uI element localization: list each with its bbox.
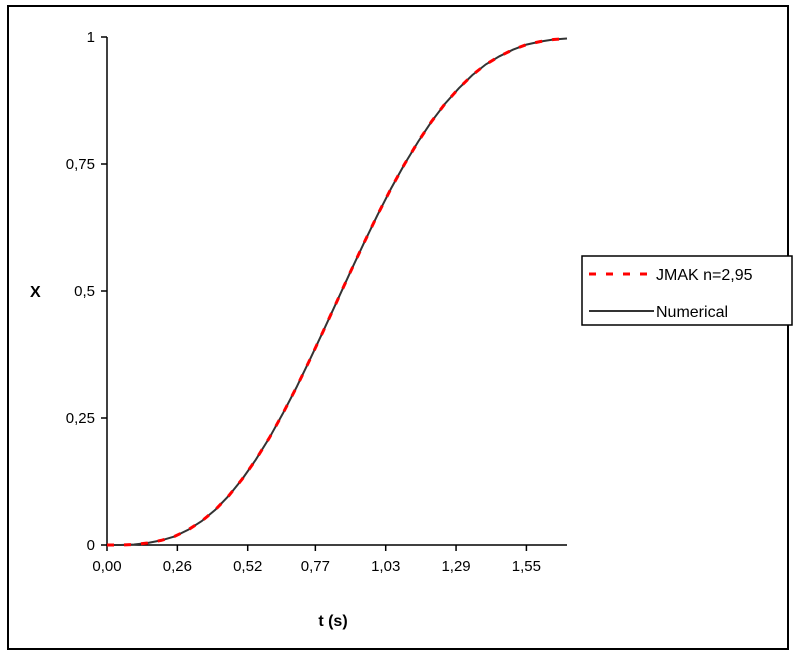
y-tick-label: 0,25 [66,410,95,427]
x-tick-label: 0,00 [92,558,121,575]
y-tick-label: 1 [87,29,95,46]
y-axis-title: X [30,284,41,301]
x-tick-label: 0,26 [163,558,192,575]
legend-label-jmak: JMAK n=2,95 [656,267,753,284]
y-tick-label: 0 [87,537,95,554]
y-axis-ticks: 0 0,25 0,5 0,75 1 [66,29,107,554]
x-tick-label: 1,29 [441,558,470,575]
series-line-jmak [107,37,568,547]
x-tick-label: 0,52 [233,558,262,575]
legend-label-numerical: Numerical [656,304,728,321]
y-tick-label: 0,5 [74,283,95,300]
x-tick-label: 0,77 [301,558,330,575]
x-axis-ticks: 0,00 0,26 0,52 0,77 1,03 1,29 1,55 [92,545,541,575]
x-tick-label: 1,55 [512,558,541,575]
y-tick-label: 0,75 [66,156,95,173]
legend-box [581,255,793,326]
legend: JMAK n=2,95 Numerical [581,255,793,326]
x-axis-title: t (s) [318,613,347,630]
series-layer [107,37,568,547]
x-tick-label: 1,03 [371,558,400,575]
outer-border [7,5,789,650]
